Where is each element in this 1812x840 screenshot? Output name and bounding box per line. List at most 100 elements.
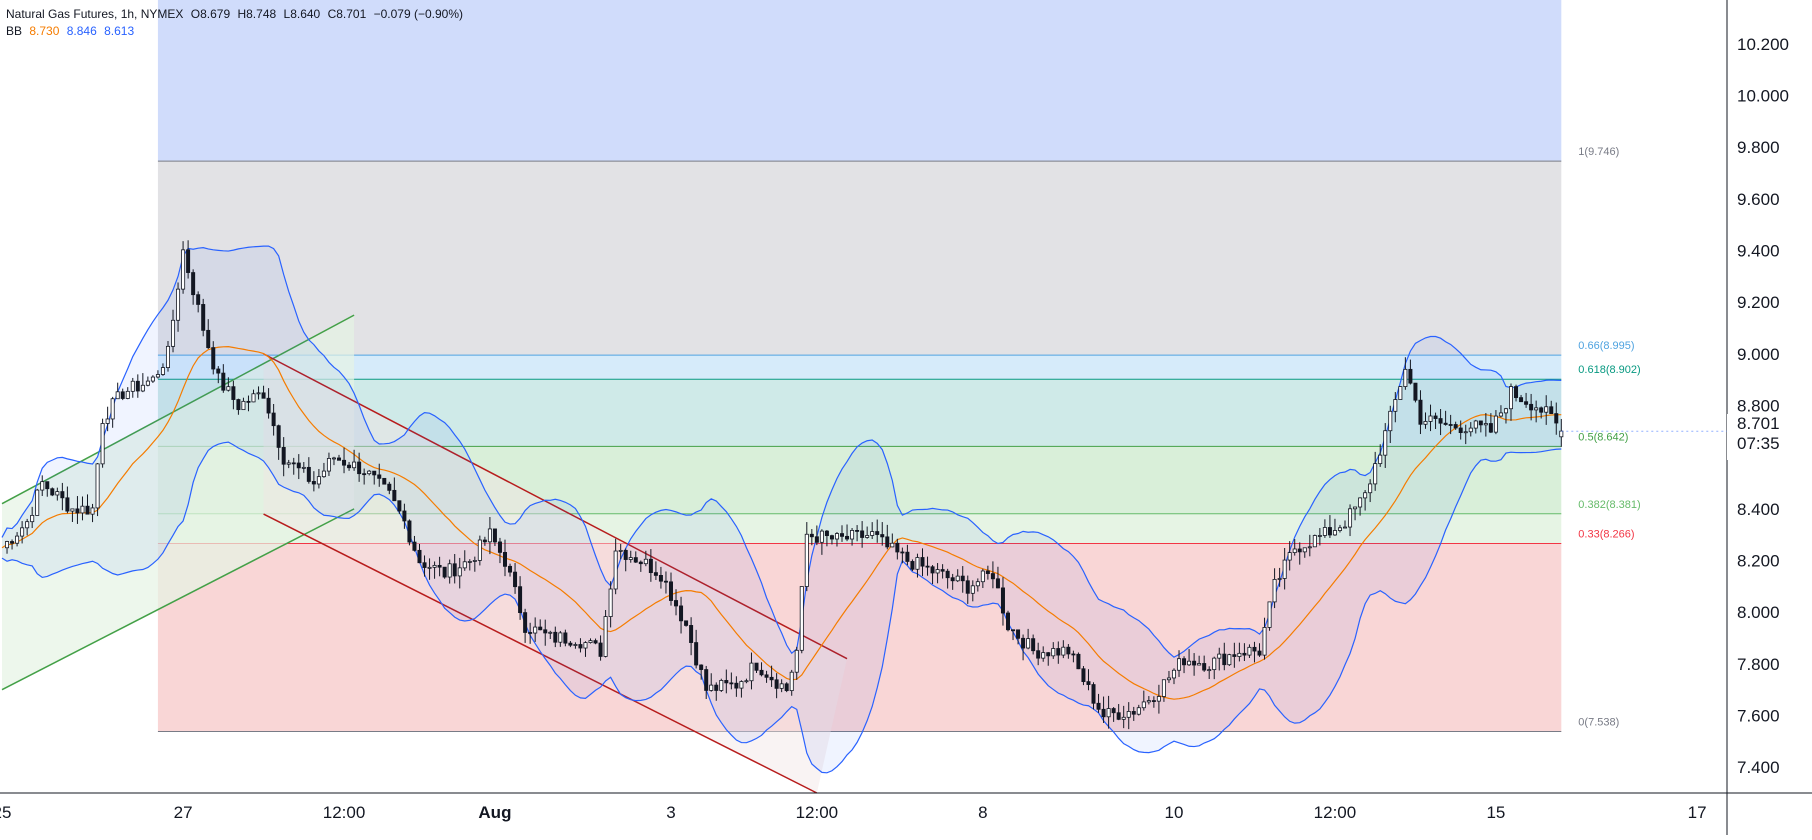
fib-label-0.618: 0.618(8.902) (1578, 364, 1640, 376)
candle-body (739, 681, 744, 689)
candle-body (331, 457, 336, 460)
candle-body (1227, 654, 1232, 666)
candle-body (457, 567, 462, 577)
candle-body (809, 533, 814, 538)
fib-label-0.33: 0.33(8.266) (1578, 528, 1634, 540)
candle-body (578, 644, 583, 649)
candle-body (1368, 483, 1373, 494)
candle-body (724, 680, 729, 684)
candle-body (236, 399, 241, 411)
candle-body (1041, 652, 1046, 659)
candle-body (1332, 530, 1337, 536)
candle-body (1317, 535, 1322, 537)
candle-body (1247, 646, 1252, 656)
candle-body (387, 483, 392, 491)
candle-body (759, 669, 764, 676)
candle-body (25, 521, 30, 529)
candle-body (301, 466, 306, 469)
candle-body (286, 462, 291, 465)
candle-body (1116, 712, 1121, 720)
fib-label-0: 0(7.538) (1578, 717, 1619, 729)
candle-body (1458, 427, 1463, 434)
channel-drawings (1, 314, 848, 794)
candle-body (804, 533, 809, 587)
candle-body (1156, 696, 1161, 702)
candle-body (1237, 652, 1242, 657)
candle-body (1257, 650, 1262, 656)
candle-body (1131, 711, 1136, 715)
last-price: 8.701 (1737, 414, 1780, 433)
candle-body (1343, 526, 1348, 529)
y-tick-label: 8.800 (1737, 397, 1780, 416)
candle-body (462, 561, 467, 569)
candle-body (296, 462, 301, 469)
candle-body (251, 393, 256, 403)
candle-body (1016, 629, 1021, 639)
candle-body (1348, 508, 1353, 528)
candle-body (774, 679, 779, 689)
candle-body (1443, 422, 1448, 425)
candle-body (1312, 535, 1317, 548)
candle-body (467, 561, 472, 563)
candle-body (367, 470, 372, 475)
candle-body (1151, 700, 1156, 702)
candle-body (150, 376, 155, 382)
candle-body (412, 541, 417, 551)
candle-body (40, 481, 45, 491)
candle-body (90, 507, 95, 515)
candle-body (628, 557, 633, 560)
candle-body (799, 586, 804, 651)
candle-body (15, 535, 20, 544)
candle-body (337, 457, 342, 461)
candle-body (920, 557, 925, 567)
candle-body (206, 329, 211, 348)
y-tick-label: 9.200 (1737, 293, 1780, 312)
candle-body (608, 588, 613, 617)
candle-body (689, 625, 694, 643)
candle-body (342, 459, 347, 466)
candle-body (704, 669, 709, 691)
candle-body (1076, 653, 1081, 670)
candle-body (1363, 492, 1368, 499)
candle-body (714, 684, 719, 691)
candle-body (518, 586, 523, 614)
candle-body (794, 649, 799, 673)
candle-body (1126, 711, 1131, 718)
y-tick-label: 7.800 (1737, 655, 1780, 674)
candle-body (1026, 638, 1031, 649)
fib-level-labels: 1(9.746) 0.66(8.995) 0.618(8.902) 0.5(8.642… (1578, 146, 1640, 728)
candle-body (45, 481, 50, 490)
green-channel-fill (2, 315, 355, 690)
candle-body (955, 575, 960, 582)
candle-body (1171, 669, 1176, 679)
fib-zone-0.66 (157, 355, 1562, 380)
candle-body (699, 664, 704, 670)
fib-label-1: 1(9.746) (1578, 146, 1619, 158)
candle-body (321, 470, 326, 478)
candle-body (10, 541, 15, 544)
candle-body (1292, 548, 1297, 554)
candle-body (357, 461, 362, 475)
green-channel-lower (1, 508, 355, 691)
candle-body (211, 347, 216, 370)
candle-body (945, 570, 950, 579)
candle-body (598, 642, 603, 657)
fib-level-lines (157, 160, 1562, 733)
candle-body (291, 462, 296, 465)
fib-label-0.66: 0.66(8.995) (1578, 340, 1634, 352)
y-tick-label: 9.000 (1737, 345, 1780, 364)
candle-body (543, 629, 548, 634)
candle-body (890, 542, 895, 548)
candle-body (1136, 707, 1141, 715)
candle-body (970, 585, 975, 594)
candle-body (784, 683, 789, 692)
candle-body (1036, 650, 1041, 659)
candle-body (352, 461, 357, 469)
candle-body (1161, 679, 1166, 697)
fib-zone-0.618 (157, 379, 1562, 447)
candle-body (432, 564, 437, 568)
candle-body (754, 662, 759, 671)
